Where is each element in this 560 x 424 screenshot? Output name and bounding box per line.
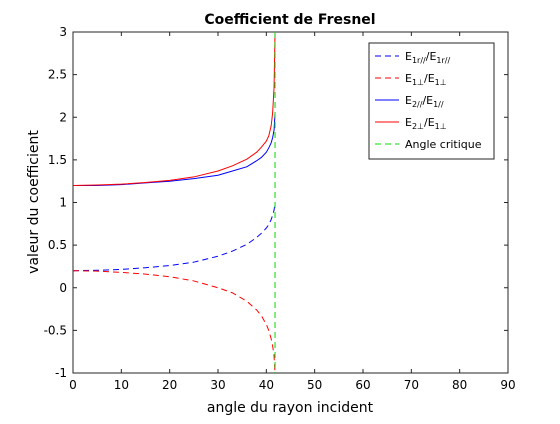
legend-label-part: 1r// bbox=[412, 56, 426, 65]
legend-label-part: 1// bbox=[433, 100, 444, 109]
y-tick-label: 2.5 bbox=[48, 68, 67, 82]
x-axis-label: angle du rayon incident bbox=[207, 400, 374, 416]
legend-label-part: /E bbox=[424, 72, 435, 85]
y-tick-label: -1 bbox=[55, 366, 67, 380]
y-tick-label: 3 bbox=[59, 25, 67, 39]
legend-label-part: 1⊥ bbox=[435, 122, 447, 131]
legend-box bbox=[368, 42, 495, 160]
y-tick-label: 0 bbox=[59, 281, 67, 295]
legend-label-part: /E bbox=[426, 50, 437, 63]
series-line-2 bbox=[72, 270, 276, 374]
legend: E1r///E1r//E1⊥/E1⊥E2///E1//E2⊥/E1⊥Angle … bbox=[368, 42, 495, 160]
y-axis-label: valeur du coefficient bbox=[26, 130, 42, 274]
legend-label-part: 1⊥ bbox=[435, 78, 447, 87]
x-tick-label: 60 bbox=[355, 378, 370, 392]
legend-label-part: E bbox=[405, 50, 412, 63]
y-tick-label: -0.5 bbox=[44, 323, 67, 337]
x-tick-label: 0 bbox=[69, 378, 77, 392]
series-line-1 bbox=[72, 202, 276, 272]
x-tick-label: 10 bbox=[114, 378, 129, 392]
legend-label-part: E bbox=[405, 94, 412, 107]
legend-label-critical: Angle critique bbox=[405, 138, 482, 151]
legend-label-part: /E bbox=[424, 116, 435, 129]
x-tick-label: 40 bbox=[259, 378, 274, 392]
y-tick-label: 0.5 bbox=[48, 238, 67, 252]
x-tick-label: 90 bbox=[500, 378, 515, 392]
chart-title: Coefficient de Fresnel bbox=[204, 12, 375, 28]
legend-label-2: E1⊥/E1⊥ bbox=[405, 72, 447, 87]
legend-label-1: E1r///E1r// bbox=[405, 50, 450, 65]
x-tick-label: 70 bbox=[404, 378, 419, 392]
legend-label-part: 2// bbox=[412, 100, 423, 109]
y-tick-label: 2 bbox=[59, 110, 67, 124]
x-tick-label: 30 bbox=[210, 378, 225, 392]
legend-label-part: /E bbox=[422, 94, 433, 107]
x-tick-label: 50 bbox=[307, 378, 322, 392]
legend-label-part: 1r// bbox=[436, 56, 450, 65]
legend-label-part: 1⊥ bbox=[412, 78, 424, 87]
legend-label-part: 2⊥ bbox=[412, 122, 424, 131]
y-tick-label: 1 bbox=[59, 196, 67, 210]
legend-label-4: E2⊥/E1⊥ bbox=[405, 116, 447, 131]
legend-label-part: E bbox=[405, 116, 412, 129]
x-tick-label: 80 bbox=[452, 378, 467, 392]
y-tick-label: 1.5 bbox=[48, 153, 67, 167]
series-line-4 bbox=[72, 31, 276, 186]
plot-area: 0 10 20 30 40 50 60 70 80 90-1-0.500.511.522.53E1… bbox=[44, 25, 516, 392]
legend-label-3: E2///E1// bbox=[405, 94, 444, 109]
x-tick-label: 20 bbox=[162, 378, 177, 392]
legend-label-part: E bbox=[405, 72, 412, 85]
